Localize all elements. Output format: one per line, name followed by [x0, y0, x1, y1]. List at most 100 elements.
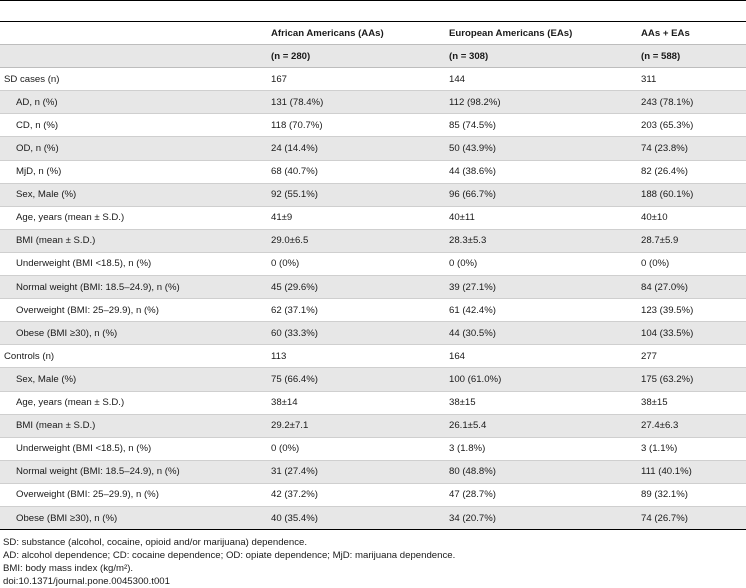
table-row: Sex, Male (%) 92 (55.1%) 96 (66.7%) 188 (60…	[0, 183, 746, 207]
cell-all: 3 (1.1%)	[641, 437, 746, 461]
cell-aa: 29.2±7.1	[271, 414, 449, 438]
cell-ea: 40±11	[449, 206, 641, 230]
row-label: Age, years (mean ± S.D.)	[0, 206, 271, 230]
cell-ea: 44 (38.6%)	[449, 160, 641, 184]
cell-all: 84 (27.0%)	[641, 275, 746, 300]
cell-all: 277	[641, 344, 746, 369]
cell-all: 311	[641, 67, 746, 92]
cell-ea: 144	[449, 67, 641, 92]
cell-all: 82 (26.4%)	[641, 160, 746, 184]
cell-all: 74 (23.8%)	[641, 136, 746, 161]
cell-aa: 42 (37.2%)	[271, 483, 449, 507]
cell-all: 111 (40.1%)	[641, 460, 746, 484]
cell-all: 74 (26.7%)	[641, 506, 746, 531]
footnote: AD: alcohol dependence; CD: cocaine depe…	[3, 550, 456, 562]
cell-all: 175 (63.2%)	[641, 367, 746, 392]
cell-all: 28.7±5.9	[641, 229, 746, 253]
cell-all: 188 (60.1%)	[641, 183, 746, 207]
cell-aa: 131 (78.4%)	[271, 90, 449, 115]
cell-all: 123 (39.5%)	[641, 298, 746, 323]
cell-ea: 47 (28.7%)	[449, 483, 641, 507]
doi-text: doi:10.1371/journal.pone.0045300.t001	[3, 576, 170, 588]
table-row: Sex, Male (%) 75 (66.4%) 100 (61.0%) 175 (6…	[0, 367, 746, 392]
header-aa: African Americans (AAs)	[271, 22, 449, 46]
cell-ea: 112 (98.2%)	[449, 90, 641, 115]
cell-ea: 26.1±5.4	[449, 414, 641, 438]
header-label-cell	[0, 22, 271, 46]
row-label: CD, n (%)	[0, 113, 271, 138]
cell-ea: 39 (27.1%)	[449, 275, 641, 300]
table-row: OD, n (%) 24 (14.4%) 50 (43.9%) 74 (23.8%)	[0, 136, 746, 161]
demographics-table: African Americans (AAs) European America…	[0, 22, 746, 531]
table-row: AD, n (%) 131 (78.4%) 112 (98.2%) 243 (78.1…	[0, 90, 746, 115]
table-row: MjD, n (%) 68 (40.7%) 44 (38.6%) 82 (26.4%)	[0, 160, 746, 184]
cell-ea: 0 (0%)	[449, 252, 641, 277]
cell-all: 27.4±6.3	[641, 414, 746, 438]
cell-ea: 28.3±5.3	[449, 229, 641, 253]
table-row: BMI (mean ± S.D.) 29.0±6.5 28.3±5.3 28.7±5.…	[0, 229, 746, 253]
row-label: MjD, n (%)	[0, 160, 271, 184]
row-label: BMI (mean ± S.D.)	[0, 414, 271, 438]
n-aa: (n = 280)	[271, 44, 449, 69]
row-label: Normal weight (BMI: 18.5–24.9), n (%)	[0, 460, 271, 484]
cell-aa: 0 (0%)	[271, 252, 449, 277]
cell-all: 89 (32.1%)	[641, 483, 746, 507]
cell-all: 0 (0%)	[641, 252, 746, 277]
cell-ea: 34 (20.7%)	[449, 506, 641, 531]
cell-ea: 38±15	[449, 391, 641, 415]
sample-size-row: (n = 280) (n = 308) (n = 588)	[0, 44, 746, 69]
table-row: SD cases (n) 167 144 311	[0, 67, 746, 92]
cell-all: 40±10	[641, 206, 746, 230]
cell-aa: 29.0±6.5	[271, 229, 449, 253]
row-label: Underweight (BMI <18.5), n (%)	[0, 437, 271, 461]
cell-ea: 61 (42.4%)	[449, 298, 641, 323]
cell-aa: 24 (14.4%)	[271, 136, 449, 161]
table-row: Obese (BMI ≥30), n (%) 60 (33.3%) 44 (30.5…	[0, 321, 746, 346]
table-row: Overweight (BMI: 25–29.9), n (%) 62 (37.1…	[0, 298, 746, 323]
cell-aa: 41±9	[271, 206, 449, 230]
cell-all: 104 (33.5%)	[641, 321, 746, 346]
cell-all: 203 (65.3%)	[641, 113, 746, 138]
table-row: Age, years (mean ± S.D.) 41±9 40±11 40±10	[0, 206, 746, 230]
cell-all: 243 (78.1%)	[641, 90, 746, 115]
footnote: SD: substance (alcohol, cocaine, opioid …	[3, 537, 307, 549]
table-row: Normal weight (BMI: 18.5–24.9), n (%) 45 …	[0, 275, 746, 300]
cell-ea: 96 (66.7%)	[449, 183, 641, 207]
cell-aa: 68 (40.7%)	[271, 160, 449, 184]
row-label: OD, n (%)	[0, 136, 271, 161]
cell-ea: 3 (1.8%)	[449, 437, 641, 461]
table-row: Normal weight (BMI: 18.5–24.9), n (%) 31 …	[0, 460, 746, 484]
table-row: CD, n (%) 118 (70.7%) 85 (74.5%) 203 (65.3%…	[0, 113, 746, 138]
row-label: Normal weight (BMI: 18.5–24.9), n (%)	[0, 275, 271, 300]
row-label: Controls (n)	[0, 344, 271, 369]
cell-ea: 85 (74.5%)	[449, 113, 641, 138]
cell-aa: 113	[271, 344, 449, 369]
row-label: Age, years (mean ± S.D.)	[0, 391, 271, 415]
cell-aa: 60 (33.3%)	[271, 321, 449, 346]
cell-aa: 40 (35.4%)	[271, 506, 449, 531]
cell-aa: 118 (70.7%)	[271, 113, 449, 138]
header-all: AAs + EAs	[641, 22, 746, 46]
cell-aa: 92 (55.1%)	[271, 183, 449, 207]
n-all: (n = 588)	[641, 44, 746, 69]
cell-aa: 45 (29.6%)	[271, 275, 449, 300]
cell-aa: 38±14	[271, 391, 449, 415]
table-row: Obese (BMI ≥30), n (%) 40 (35.4%) 34 (20.7…	[0, 506, 746, 531]
table-row: Underweight (BMI <18.5), n (%) 0 (0%) 3 (1…	[0, 437, 746, 461]
table-row: BMI (mean ± S.D.) 29.2±7.1 26.1±5.4 27.4±6.…	[0, 414, 746, 438]
table-top-rule	[0, 0, 746, 22]
table-row: Controls (n) 113 164 277	[0, 344, 746, 369]
cell-aa: 167	[271, 67, 449, 92]
table-footnotes: SD: substance (alcohol, cocaine, opioid …	[0, 536, 746, 588]
row-label: BMI (mean ± S.D.)	[0, 229, 271, 253]
cell-ea: 164	[449, 344, 641, 369]
cell-ea: 50 (43.9%)	[449, 136, 641, 161]
row-label: Underweight (BMI <18.5), n (%)	[0, 252, 271, 277]
row-label: Sex, Male (%)	[0, 183, 271, 207]
row-label: Obese (BMI ≥30), n (%)	[0, 321, 271, 346]
table-row: Age, years (mean ± S.D.) 38±14 38±15 38±15	[0, 391, 746, 415]
row-label: Overweight (BMI: 25–29.9), n (%)	[0, 483, 271, 507]
cell-aa: 62 (37.1%)	[271, 298, 449, 323]
cell-ea: 100 (61.0%)	[449, 367, 641, 392]
